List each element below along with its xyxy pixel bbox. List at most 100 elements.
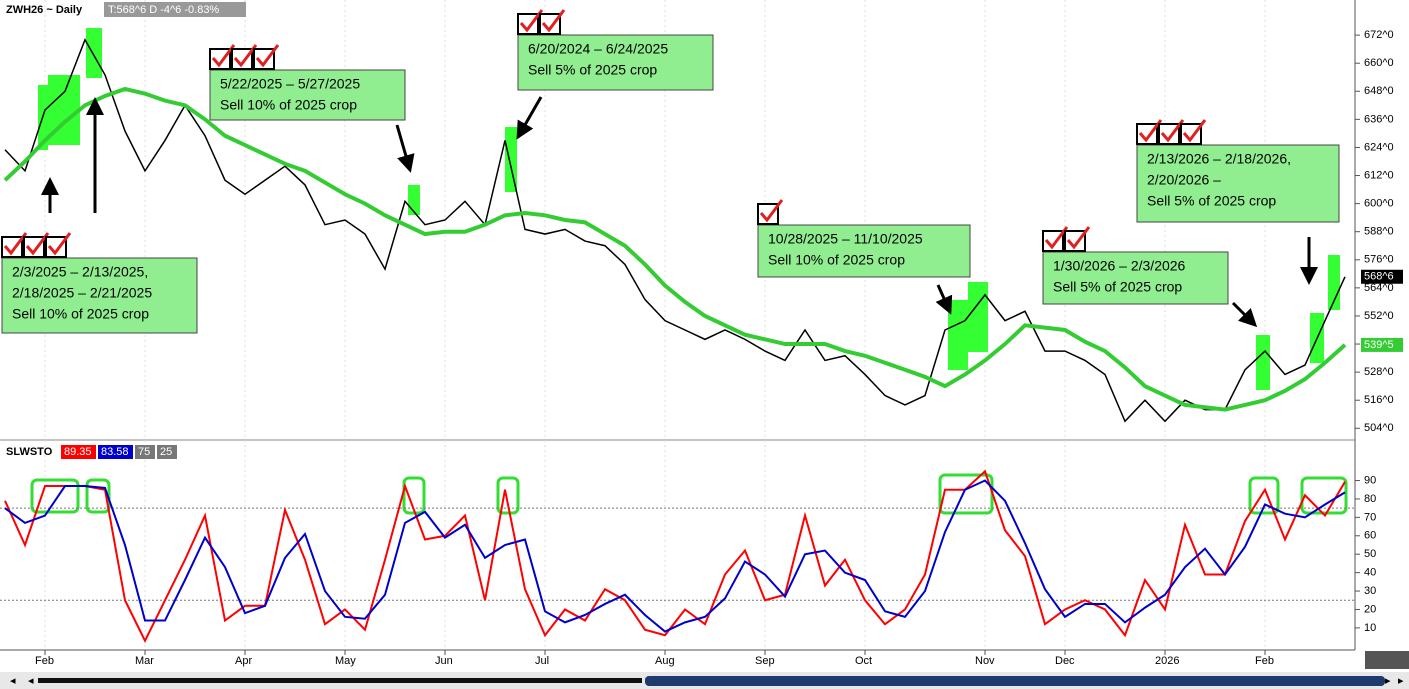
k-value: 89.35	[64, 446, 92, 458]
signal-box	[1300, 476, 1348, 515]
annotation-text: 10/28/2025 – 11/10/2025	[768, 231, 923, 247]
x-tick-label: Jul	[535, 655, 549, 667]
level-low: 25	[160, 446, 172, 458]
x-tick-label: Feb	[1255, 655, 1274, 667]
highlight	[1256, 335, 1270, 390]
chart-title: ZWH26 ~ Daily	[6, 4, 83, 16]
check-mark	[255, 44, 280, 68]
x-tick-label: 2026	[1155, 655, 1179, 667]
x-tick-label: Mar	[135, 655, 154, 667]
y-tick-label: 30	[1364, 585, 1376, 597]
y-tick-label: 528^0	[1364, 366, 1394, 378]
corner	[1365, 651, 1409, 669]
header: ZWH26 ~ Daily T:568^6 D -4^6 -0.83% SLWS…	[6, 2, 246, 459]
check-mark	[211, 44, 236, 68]
y-tick-label: 648^0	[1364, 85, 1394, 97]
annotation-box	[1042, 251, 1229, 305]
highlight	[408, 185, 420, 215]
arrow	[395, 124, 415, 173]
check-box	[23, 236, 45, 258]
y-tick-label: 600^0	[1364, 198, 1394, 210]
arrow	[516, 96, 543, 140]
y-tick-label: 636^0	[1364, 113, 1394, 125]
scroll-left-end[interactable]: ◂	[28, 675, 34, 687]
check-box	[1042, 230, 1064, 252]
check-mark	[3, 232, 28, 256]
highlight	[948, 300, 968, 370]
annotation-text: Sell 10% of 2025 crop	[768, 252, 905, 268]
y-tick-label: 80	[1364, 493, 1376, 505]
highlight	[968, 282, 988, 352]
signal-box	[402, 476, 426, 515]
y-tick-label: 564^0	[1364, 282, 1394, 294]
check-box	[539, 13, 561, 35]
x-tick-label: May	[335, 655, 356, 667]
annotation-text: 2/20/2026 –	[1147, 172, 1221, 188]
highlight	[505, 127, 517, 192]
x-tick-label: Dec	[1055, 655, 1075, 667]
annotation-box	[1, 257, 198, 334]
y-tick-label: 504^0	[1364, 422, 1394, 434]
scroll-right[interactable]: ▸	[1385, 675, 1391, 687]
annotation-text: Sell 10% of 2025 crop	[12, 306, 149, 322]
y-tick-label: 552^0	[1364, 310, 1394, 322]
check-mark	[1044, 226, 1069, 250]
x-tick-label: Apr	[235, 655, 252, 667]
signal-box	[30, 478, 80, 514]
x-tick-label: Oct	[855, 655, 872, 667]
series-line	[4, 479, 1346, 633]
annotation-text: Sell 5% of 2025 crop	[1053, 279, 1182, 295]
x-tick-label: Jun	[435, 655, 453, 667]
annotation-text: Sell 10% of 2025 crop	[220, 97, 357, 113]
y-tick-label: 516^0	[1364, 394, 1394, 406]
y-tick-label: 90	[1364, 474, 1376, 486]
quote-box	[104, 2, 246, 17]
annotation-box	[757, 224, 971, 278]
y-tick-label: 60	[1364, 530, 1376, 542]
scroll-right-end[interactable]: ▸	[1398, 675, 1404, 687]
check-box	[209, 48, 231, 70]
arrow	[935, 284, 953, 315]
last-label: 539^5	[1364, 339, 1394, 351]
scroll-thumb[interactable]	[645, 676, 1385, 686]
y-tick-label: 20	[1364, 603, 1376, 615]
check-box	[1064, 230, 1086, 252]
annotation-text: Sell 5% of 2025 crop	[1147, 193, 1276, 209]
x-tick-label: Nov	[975, 655, 995, 667]
scroll-track	[38, 678, 642, 683]
check-mark	[519, 9, 544, 33]
check-mark	[25, 232, 50, 256]
y-tick-label: 588^0	[1364, 226, 1394, 238]
annotation-text: 5/22/2025 – 5/27/2025	[220, 76, 360, 92]
last-label: 568^6	[1364, 271, 1394, 283]
series-line	[4, 38, 1346, 423]
series-line	[4, 469, 1346, 644]
check-mark	[1160, 119, 1185, 143]
check-mark	[759, 199, 784, 223]
check-box	[1, 236, 23, 258]
annotation-box	[209, 69, 406, 121]
scroll-left[interactable]: ◂	[10, 675, 16, 687]
level-box	[135, 445, 155, 459]
check-box	[45, 236, 67, 258]
annotation-box	[1136, 144, 1340, 223]
check-box	[231, 48, 253, 70]
quote: T:568^6 D -4^6 -0.83%	[108, 4, 219, 16]
check-mark	[541, 9, 566, 33]
annotation-box	[517, 34, 714, 91]
y-tick-label: 612^0	[1364, 169, 1394, 181]
check-mark	[1066, 226, 1091, 250]
check-box	[757, 203, 779, 225]
y-tick-label: 50	[1364, 548, 1376, 560]
d-box	[98, 445, 133, 459]
d-value: 83.58	[101, 446, 129, 458]
y-tick-label: 10	[1364, 622, 1376, 634]
k-box	[61, 445, 96, 459]
annotation-text: Sell 5% of 2025 crop	[528, 62, 657, 78]
highlight	[1328, 255, 1340, 310]
y-tick-label: 576^0	[1364, 254, 1394, 266]
check-mark	[1138, 119, 1163, 143]
signal-box	[1248, 476, 1280, 515]
series-line	[3, 86, 1347, 412]
